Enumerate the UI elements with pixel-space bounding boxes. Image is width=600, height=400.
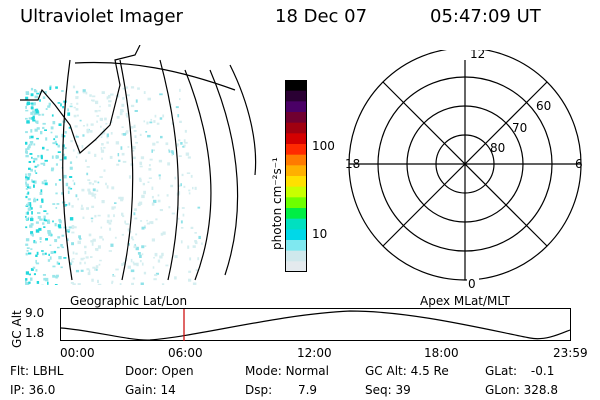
time-tick-1800: 18:00 [424, 346, 459, 360]
colorbar-segment [285, 261, 307, 272]
mlat-label-80: 80 [490, 141, 505, 155]
coastline [20, 45, 141, 155]
mlt-label-0: 0 [468, 277, 476, 290]
gc-alt-axis-label: GC Alt [10, 310, 24, 348]
gain-value: 14 [160, 383, 176, 397]
dsp-value: 7.9 [297, 383, 318, 397]
glat-value: -0.1 [530, 364, 555, 378]
time-tick-0600: 06:00 [168, 346, 203, 360]
gc-alt-status: GC Alt: 4.5 Re [365, 364, 449, 378]
mlat-label-60: 60 [536, 99, 551, 113]
colorbar-segment [285, 144, 307, 156]
door-value: Open [161, 364, 194, 378]
dsp-status: Dsp: 7.9 [245, 383, 318, 397]
colorbar-segment [285, 80, 307, 92]
colorbar-segment [285, 250, 307, 262]
filter-value: LBHL [32, 364, 64, 378]
time-tick-0000: 00:00 [60, 346, 95, 360]
geographic-lat-lon-label: Geographic Lat/Lon [70, 294, 188, 308]
apex-mlat-mlt-label: Apex MLat/MLT [420, 294, 510, 308]
colorbar-segment [285, 101, 307, 113]
mlt-label-6: 6 [575, 157, 583, 171]
mode-status: Mode: Normal [245, 364, 329, 378]
colorbar-segment [285, 154, 307, 166]
ip-status: IP: 36.0 [10, 383, 56, 397]
auroral-emission-speckles [25, 85, 203, 285]
mlt-line-diagonal [382, 81, 548, 247]
glon-value: 328.8 [523, 383, 558, 397]
grid-line [184, 69, 212, 281]
date-label: 18 Dec 07 [275, 6, 368, 27]
colorbar-segment [285, 197, 307, 209]
gc-alt-tick-9: 9.0 [25, 306, 45, 320]
grid-line [119, 59, 134, 281]
colorbar-segment [285, 208, 307, 220]
colorbar-unit-label: photon cm⁻²s⁻¹ [270, 157, 284, 250]
grid-line [74, 61, 236, 91]
mlt-label-18: 18 [345, 157, 360, 171]
mlt-label-12: 12 [470, 50, 485, 61]
color-scale-bar [285, 80, 307, 272]
colorbar-segment [285, 112, 307, 124]
colorbar-segment [285, 186, 307, 198]
mode-value: Normal [285, 364, 329, 378]
polar-mlt-plot: 12 0 18 6 60 70 80 [345, 50, 583, 290]
glon-status: GLon: 328.8 [485, 383, 558, 397]
mlat-label-70: 70 [512, 121, 527, 135]
colorbar-segment [285, 240, 307, 252]
colorbar-segment [285, 229, 307, 241]
geographic-image-panel [20, 45, 257, 285]
grid-line [159, 59, 179, 281]
seq-status: Seq: 39 [365, 383, 411, 397]
glat-status: GLat: -0.1 [485, 364, 555, 378]
colorbar-segment [285, 165, 307, 177]
door-status: Door: Open [125, 364, 194, 378]
longitude-grid-lines [62, 59, 257, 281]
orbit-altitude-timeline [60, 308, 571, 341]
grid-line [62, 59, 73, 281]
time-tick-2359: 23:59 [553, 346, 588, 360]
colorbar-segment [285, 133, 307, 145]
ip-value: 36.0 [28, 383, 56, 397]
colorbar-tick-100: 100 [312, 139, 335, 153]
time-label: 05:47:09 UT [430, 6, 541, 27]
colorbar-tick-10: 10 [312, 227, 328, 241]
grid-line [229, 64, 257, 176]
instrument-title: Ultraviolet Imager [20, 6, 183, 27]
seq-value: 39 [395, 383, 411, 397]
gain-status: Gain: 14 [125, 383, 176, 397]
grid-line [209, 69, 239, 276]
altitude-curve [60, 310, 571, 341]
colorbar-segment [285, 218, 307, 230]
time-tick-1200: 12:00 [297, 346, 332, 360]
colorbar-segment [285, 90, 307, 102]
colorbar-segment [285, 122, 307, 134]
gc-alt-tick-1-8: 1.8 [25, 326, 45, 340]
filter-status: Flt: LBHL [10, 364, 64, 378]
colorbar-segment [285, 176, 307, 188]
gc-alt-value: 4.5 Re [410, 364, 449, 378]
